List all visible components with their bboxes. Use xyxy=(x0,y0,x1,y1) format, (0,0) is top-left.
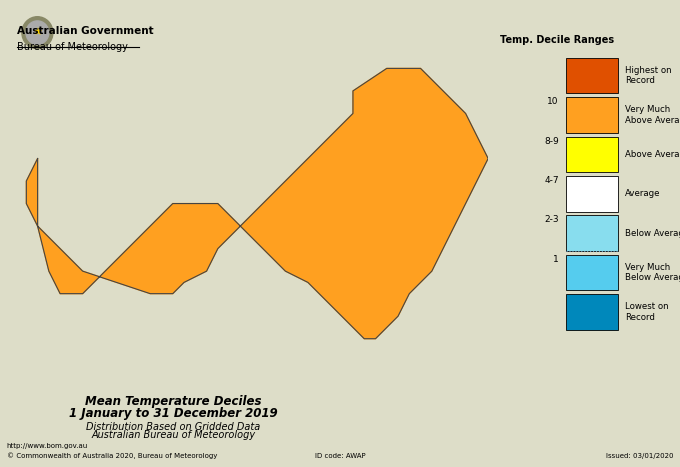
Text: Mean Temperature Deciles: Mean Temperature Deciles xyxy=(85,395,262,408)
Text: Lowest on
Record: Lowest on Record xyxy=(625,302,668,322)
Text: 10: 10 xyxy=(547,97,559,106)
Text: Above Average: Above Average xyxy=(625,150,680,159)
Text: Australian Bureau of Meteorology: Australian Bureau of Meteorology xyxy=(91,431,256,440)
Text: Temp. Decile Ranges: Temp. Decile Ranges xyxy=(500,35,614,45)
Text: 2-3: 2-3 xyxy=(544,215,559,224)
Text: 8-9: 8-9 xyxy=(544,136,559,146)
Text: Distribution Based on Gridded Data: Distribution Based on Gridded Data xyxy=(86,422,260,432)
Bar xyxy=(566,58,617,93)
Text: Issued: 03/01/2020: Issued: 03/01/2020 xyxy=(606,453,673,459)
Circle shape xyxy=(26,21,49,44)
Bar xyxy=(566,215,617,251)
Text: Average: Average xyxy=(625,189,660,198)
Text: Very Much
Above Average: Very Much Above Average xyxy=(625,105,680,125)
Bar xyxy=(566,294,617,330)
Bar xyxy=(566,255,617,290)
Text: Highest on
Record: Highest on Record xyxy=(625,66,672,85)
Text: Bureau of Meteorology: Bureau of Meteorology xyxy=(17,42,128,52)
Text: 1 January to 31 December 2019: 1 January to 31 December 2019 xyxy=(69,407,277,420)
Bar xyxy=(566,176,617,212)
Text: 1: 1 xyxy=(553,255,559,264)
Bar xyxy=(566,136,617,172)
Text: ID code: AWAP: ID code: AWAP xyxy=(315,453,365,459)
Text: Very Much
Below Average: Very Much Below Average xyxy=(625,263,680,282)
Polygon shape xyxy=(27,68,488,339)
Circle shape xyxy=(22,17,53,49)
Bar xyxy=(566,97,617,133)
Text: 4-7: 4-7 xyxy=(544,176,559,185)
Text: Below Average: Below Average xyxy=(625,229,680,238)
Text: © Commonwealth of Australia 2020, Bureau of Meteorology: © Commonwealth of Australia 2020, Bureau… xyxy=(7,452,217,459)
Text: Australian Government: Australian Government xyxy=(17,26,154,35)
Text: ★: ★ xyxy=(33,28,42,38)
Text: http://www.bom.gov.au: http://www.bom.gov.au xyxy=(7,443,88,449)
